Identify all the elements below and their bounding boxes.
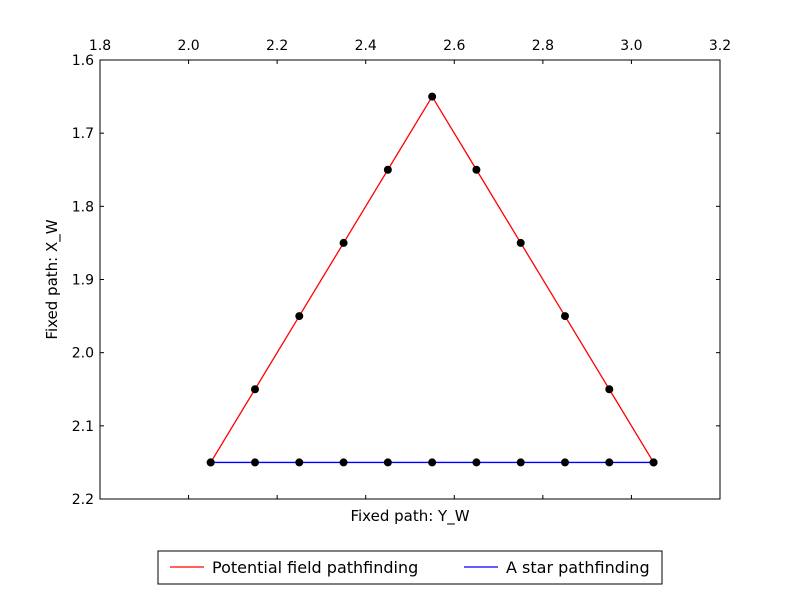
series-0-point-2 bbox=[295, 312, 304, 321]
legend: Potential field pathfinding A star pathf… bbox=[157, 550, 663, 585]
x-tick-label-0: 1.8 bbox=[89, 38, 111, 54]
series-0-point-5 bbox=[428, 92, 437, 101]
x-tick-label-5: 2.8 bbox=[532, 38, 554, 54]
x-axis-label: Fixed path: Y_W bbox=[350, 507, 469, 526]
series-1-point-4 bbox=[383, 458, 392, 467]
x-tick-label-7: 3.2 bbox=[709, 38, 731, 54]
y-tick-label-1: 1.7 bbox=[72, 126, 94, 142]
x-tick-label-4: 2.6 bbox=[443, 38, 465, 54]
x-tick-label-2: 2.2 bbox=[266, 38, 288, 54]
y-tick-label-6: 2.2 bbox=[72, 492, 94, 508]
legend-label-a-star: A star pathfinding bbox=[506, 558, 650, 577]
x-tick-label-1: 2.0 bbox=[177, 38, 199, 54]
series-1-point-0 bbox=[206, 458, 215, 467]
series-line-0 bbox=[210, 95, 655, 463]
series-1-point-3 bbox=[339, 458, 348, 467]
axis-ticks: 1.8 2.0 2.2 2.4 2.6 2.8 3.0 3.2 1.6 1.7 1.8 1.9 2.0 2… bbox=[72, 38, 731, 508]
series-1-point-8 bbox=[561, 458, 570, 467]
series-0-point-1 bbox=[250, 385, 259, 394]
series-0-point-4 bbox=[383, 165, 392, 174]
x-tick-label-3: 2.4 bbox=[355, 38, 377, 54]
series-0-point-7 bbox=[516, 238, 525, 247]
legend-frame bbox=[157, 550, 663, 585]
series-0-point-8 bbox=[561, 312, 570, 321]
x-tick-label-6: 3.0 bbox=[620, 38, 642, 54]
series-1-point-9 bbox=[605, 458, 614, 467]
legend-label-potential-field: Potential field pathfinding bbox=[212, 558, 418, 577]
series-1-point-2 bbox=[295, 458, 304, 467]
y-tick-label-5: 2.1 bbox=[72, 419, 94, 435]
y-tick-label-3: 1.9 bbox=[72, 273, 94, 289]
plot-frame bbox=[99, 59, 721, 500]
y-axis-label: Fixed path: X_W bbox=[43, 219, 62, 339]
series-0-point-9 bbox=[605, 385, 614, 394]
y-tick-label-0: 1.6 bbox=[72, 53, 94, 69]
series-1-point-7 bbox=[516, 458, 525, 467]
series-1-point-1 bbox=[250, 458, 259, 467]
series-0-point-6 bbox=[472, 165, 481, 174]
y-tick-label-4: 2.0 bbox=[72, 346, 94, 362]
series-1-point-5 bbox=[428, 458, 437, 467]
series-1-point-10 bbox=[649, 458, 658, 467]
series-1-point-6 bbox=[472, 458, 481, 467]
series-0-point-3 bbox=[339, 238, 348, 247]
plot-area bbox=[206, 92, 658, 467]
y-tick-label-2: 1.8 bbox=[72, 199, 94, 215]
